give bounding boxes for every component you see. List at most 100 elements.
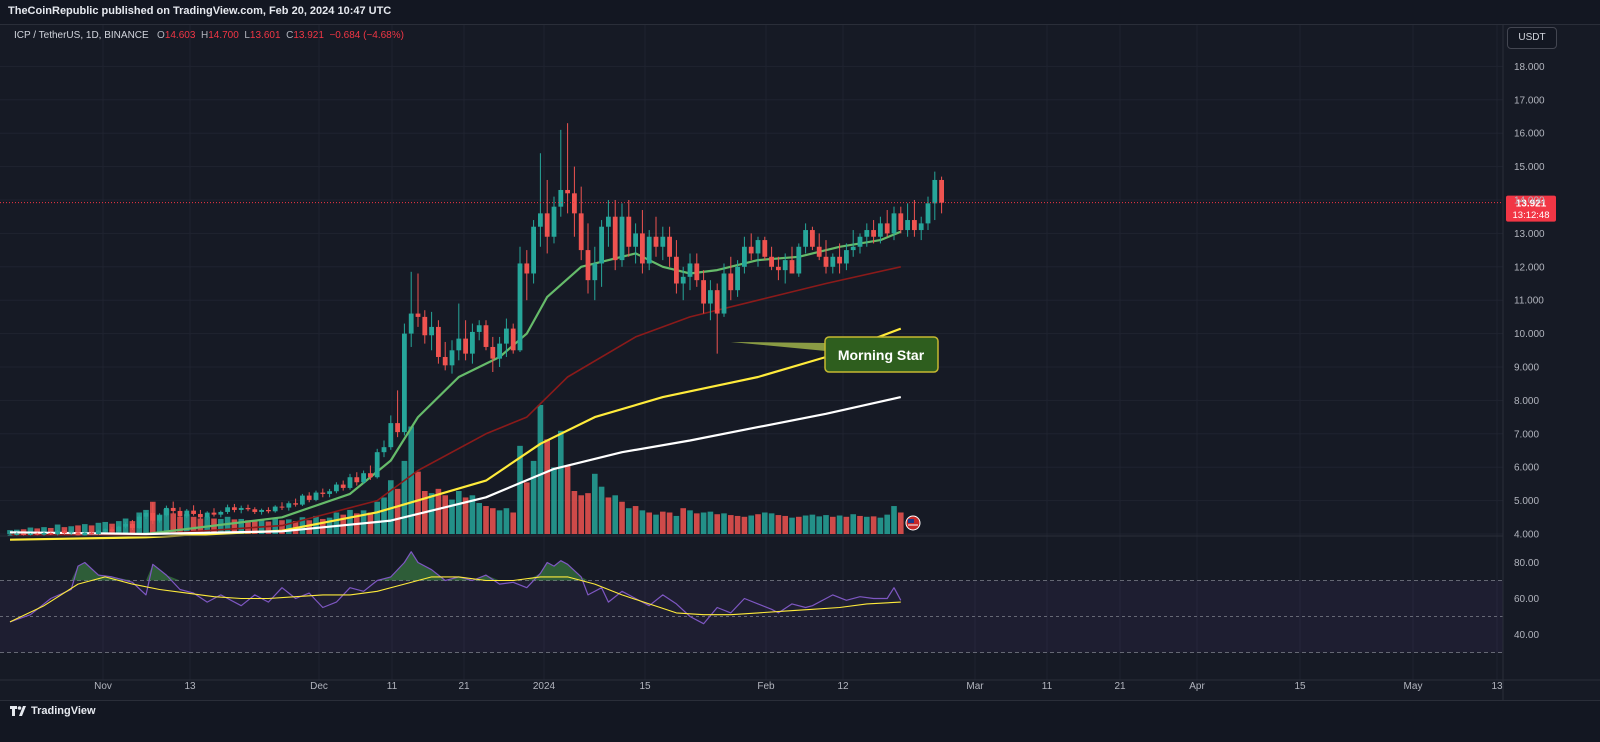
candle-body <box>191 510 196 514</box>
candle-body <box>436 326 441 357</box>
volume-bar <box>503 508 510 534</box>
volume-bar <box>218 518 224 534</box>
candle-body <box>327 491 332 494</box>
candle <box>918 216 924 241</box>
volume-bar <box>14 529 20 534</box>
candle-body <box>82 532 88 536</box>
candle <box>646 230 652 271</box>
annotation-box[interactable] <box>824 336 939 373</box>
candle-body <box>497 343 502 359</box>
candle <box>442 341 448 371</box>
candle <box>884 210 890 237</box>
candle <box>381 440 387 458</box>
candle <box>762 236 768 261</box>
candle-body <box>782 260 788 271</box>
volume-bar <box>544 439 550 534</box>
volume-bar <box>354 513 360 534</box>
candle <box>599 220 604 287</box>
candle-body <box>21 534 26 536</box>
candle <box>354 472 360 486</box>
volume-bar <box>789 517 795 534</box>
price-tick-label: 17.000 <box>1514 95 1545 106</box>
candle-body <box>585 250 591 281</box>
candle <box>769 246 774 271</box>
currency-button[interactable]: USDT <box>1507 27 1557 49</box>
grid-lines <box>0 25 1503 680</box>
volume-bar <box>490 508 496 534</box>
candle-body <box>374 452 380 478</box>
candle <box>939 176 944 214</box>
change-value: −0.684 (−4.68%) <box>329 30 404 41</box>
candle-body <box>238 507 244 510</box>
rsi-pane: 80.00 60.00 40.00 <box>0 551 1539 653</box>
candle-body <box>762 240 768 257</box>
high-value: 14.700 <box>208 30 239 41</box>
candle <box>694 253 700 287</box>
volume-bar <box>680 508 686 534</box>
time-tick-label: Dec <box>310 681 328 692</box>
volume-bar <box>524 482 530 534</box>
candle-body <box>354 477 360 483</box>
ma-line-ema-100 <box>9 327 902 541</box>
candle-body <box>361 473 366 483</box>
candle <box>68 530 74 536</box>
candle <box>524 250 530 301</box>
open-label: O <box>157 30 165 41</box>
volume-bar <box>306 520 312 534</box>
candle-body <box>640 233 645 264</box>
volume-bar <box>54 524 61 534</box>
symbol-name[interactable]: ICP / TetherUS, 1D, BINANCE <box>14 30 149 41</box>
candle-body <box>510 328 516 351</box>
candle-body <box>347 477 353 488</box>
candle <box>116 525 122 532</box>
volume-bar <box>728 515 734 534</box>
tradingview-logo[interactable]: TradingView <box>10 705 96 717</box>
price-tag-countdown: 13:12:48 <box>1513 210 1550 221</box>
volume-bar <box>870 516 877 534</box>
candle <box>259 508 264 515</box>
candle-body <box>939 179 944 203</box>
volume-bar <box>823 515 829 534</box>
candle-body <box>551 206 557 237</box>
moving-averages <box>9 230 902 541</box>
volume-bar <box>449 499 455 534</box>
candle-body <box>558 189 564 207</box>
volume-bar <box>592 473 598 534</box>
volume-bar <box>48 527 54 534</box>
candle-body <box>524 263 530 274</box>
candle <box>898 206 904 234</box>
candle-body <box>538 213 543 227</box>
candle-body <box>674 256 679 284</box>
candle-body <box>748 246 754 254</box>
candle <box>130 519 135 530</box>
candle-body <box>463 338 468 354</box>
volume-bar <box>82 524 88 534</box>
candle <box>551 196 557 244</box>
price-tick-label: 13.000 <box>1514 229 1545 240</box>
candle-body <box>55 531 60 535</box>
candle-body <box>28 533 33 536</box>
volume-bar <box>265 521 272 534</box>
volume-bar <box>41 527 47 534</box>
volume-bar <box>462 497 469 534</box>
volume-bar <box>700 512 707 534</box>
candle-body <box>517 263 523 351</box>
volume-bar <box>422 491 428 534</box>
volume-bar <box>721 513 727 534</box>
candle <box>796 243 802 277</box>
candle <box>606 200 611 247</box>
volume-bar <box>367 512 374 534</box>
time-tick-label: 15 <box>639 681 651 692</box>
price-tick-label: 4.000 <box>1514 530 1539 541</box>
volume-bar <box>224 516 231 534</box>
candle <box>857 233 863 254</box>
close-label: C <box>286 30 294 41</box>
candle-body <box>116 526 122 531</box>
volume-bar <box>272 518 278 534</box>
volume-bar <box>428 493 435 534</box>
candle-body <box>232 507 237 510</box>
volume-bar <box>360 510 367 534</box>
candle <box>334 482 339 494</box>
candle-body <box>320 492 326 494</box>
